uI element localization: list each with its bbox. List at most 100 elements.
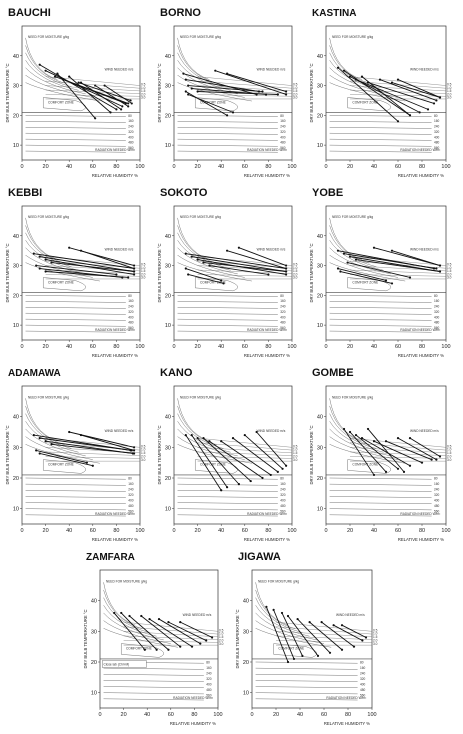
y-tick-label: 20 (13, 293, 19, 299)
zamfara-note: Close lab (Ch/i-M) (104, 662, 130, 666)
climate-point (94, 84, 97, 87)
y-axis-label: DRY BULB TEMPERATURE °C (309, 63, 314, 122)
wind-value: 1.5 (293, 451, 298, 455)
climate-point (396, 120, 400, 123)
radiation-line (329, 301, 432, 303)
climate-line-4 (203, 262, 287, 272)
radiation-value: 400 (360, 683, 366, 687)
radiation-value: 400 (434, 499, 440, 503)
climate-point (366, 427, 370, 431)
radiation-line (255, 674, 358, 676)
radiation-value: 160 (128, 482, 134, 486)
moisture-label: NEED FOR MOISTURE g/kg (180, 35, 221, 39)
radiation-value: 560 (280, 326, 286, 330)
climate-point (109, 111, 112, 114)
x-tick-label: 100 (287, 164, 296, 170)
climate-line-7 (45, 271, 129, 278)
climate-line-5 (373, 440, 423, 464)
climate-line-4 (51, 443, 135, 454)
climate-line-2 (343, 70, 411, 116)
wind-value: 1.0 (447, 266, 452, 270)
radiation-line (103, 698, 204, 701)
plot-frame (21, 385, 141, 525)
radiation-value: 80 (128, 294, 132, 298)
climate-line-2 (191, 256, 287, 272)
radiation-line (103, 680, 204, 682)
climate-point (276, 93, 279, 96)
climate-line-9 (347, 262, 411, 278)
radiation-line (25, 330, 126, 333)
climate-point (435, 267, 438, 270)
x-tick-label: 0 (172, 344, 175, 350)
y-axis-label: DRY BULB TEMPERATURE °C (83, 609, 88, 668)
climate-point (44, 69, 47, 72)
y-tick-label: 30 (91, 629, 97, 635)
radiation-line (329, 496, 432, 498)
radiation-line (177, 330, 278, 333)
climate-point (280, 611, 284, 615)
chart-panel-kebbi: KEBBI 80 160 240 320 400 480 560 RADIATION NEEDE… (4, 184, 152, 362)
y-tick-label: 10 (317, 323, 323, 329)
climate-point (127, 105, 130, 108)
y-tick-label: 20 (165, 476, 171, 482)
x-tick-label: 20 (195, 164, 201, 170)
wind-line (197, 256, 293, 266)
radiation-value: 160 (280, 482, 286, 486)
wind-value: 0.5 (373, 628, 378, 632)
climate-line-5 (149, 618, 193, 648)
radiation-label: RADIATION NEEDED W/m² (400, 512, 440, 516)
wind-value: 0.5 (141, 263, 146, 267)
moisture-label: NEED FOR MOISTURE g/kg (258, 579, 299, 583)
climate-point (79, 433, 83, 437)
x-tick-label: 80 (113, 344, 119, 350)
climate-point (360, 437, 364, 440)
climate-line-5 (36, 265, 117, 275)
y-tick-label: 30 (317, 264, 323, 270)
x-tick-label: 100 (441, 528, 450, 534)
wind-line (349, 447, 447, 454)
climate-line-2 (191, 434, 228, 488)
climate-point (286, 614, 290, 618)
radiation-value: 160 (434, 299, 440, 303)
climate-line-6 (158, 618, 201, 644)
moisture-label: NEED FOR MOISTURE g/kg (332, 395, 373, 399)
x-tick-label: 40 (297, 712, 303, 718)
x-tick-label: 60 (90, 164, 96, 170)
wind-value: 1.0 (293, 448, 298, 452)
climate-point (308, 621, 311, 624)
x-axis-label: RELATIVE HUMIDITY % (244, 353, 290, 358)
y-tick-label: 20 (317, 476, 323, 482)
y-tick-label: 20 (317, 113, 323, 119)
x-tick-label: 80 (419, 528, 425, 534)
y-tick-label: 20 (91, 660, 97, 666)
climate-point (79, 81, 83, 84)
radiation-line (329, 307, 432, 309)
chart-title: GOMBE (312, 367, 354, 379)
climate-point (226, 72, 229, 75)
radiation-value: 320 (128, 310, 134, 314)
wind-value: 2.0 (373, 638, 378, 642)
climate-point (342, 252, 346, 255)
climate-line-7 (168, 621, 207, 641)
wind-line (349, 256, 447, 266)
climate-line-6 (188, 274, 224, 284)
x-tick-label: 40 (218, 344, 224, 350)
wind-value: 0.5 (447, 263, 452, 267)
x-tick-label: 60 (242, 344, 248, 350)
climate-point (220, 489, 223, 492)
climate-point (184, 267, 187, 270)
radiation-value: 80 (206, 661, 210, 665)
x-axis-label: RELATIVE HUMIDITY % (398, 353, 444, 358)
plot-frame (325, 25, 447, 161)
climate-point (378, 78, 382, 81)
wind-value: 1.5 (293, 269, 298, 273)
radiation-value: 400 (280, 315, 286, 319)
moisture-curve (177, 74, 245, 98)
y-axis-label: DRY BULB TEMPERATURE °C (309, 425, 314, 484)
climate-line-9 (256, 431, 287, 467)
radiation-value: 240 (128, 305, 134, 309)
climate-point (44, 270, 47, 273)
climate-line-6 (379, 79, 437, 101)
wind-label: WIND NEEDED m/s (105, 68, 134, 72)
x-tick-label: 20 (121, 712, 127, 718)
